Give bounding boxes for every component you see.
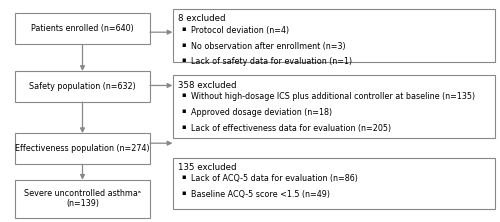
Text: ▪: ▪ (181, 92, 186, 98)
Text: ▪: ▪ (181, 108, 186, 114)
Text: 358 excluded: 358 excluded (178, 81, 237, 90)
Text: Approved dosage deviation (n=18): Approved dosage deviation (n=18) (191, 108, 332, 117)
Text: Protocol deviation (n=4): Protocol deviation (n=4) (191, 26, 289, 35)
Bar (15, 180, 150, 218)
Text: ▪: ▪ (181, 57, 186, 63)
Text: Lack of safety data for evaluation (n=1): Lack of safety data for evaluation (n=1) (191, 57, 352, 67)
Text: Patients enrolled (n=640): Patients enrolled (n=640) (31, 24, 134, 33)
Bar (172, 9, 495, 62)
Text: ▪: ▪ (181, 174, 186, 180)
Text: ▪: ▪ (181, 42, 186, 48)
Text: Baseline ACQ-5 score <1.5 (n=49): Baseline ACQ-5 score <1.5 (n=49) (191, 190, 330, 199)
Text: Without high-dosage ICS plus additional controller at baseline (n=135): Without high-dosage ICS plus additional … (191, 92, 475, 101)
Text: No observation after enrollment (n=3): No observation after enrollment (n=3) (191, 42, 346, 51)
Text: Effectiveness population (n=274): Effectiveness population (n=274) (15, 144, 150, 153)
Text: ▪: ▪ (181, 26, 186, 32)
Text: Lack of ACQ-5 data for evaluation (n=86): Lack of ACQ-5 data for evaluation (n=86) (191, 174, 358, 183)
Text: 135 excluded: 135 excluded (178, 163, 237, 172)
Bar (15, 133, 150, 164)
Text: 8 excluded: 8 excluded (178, 14, 226, 24)
Text: ▪: ▪ (181, 124, 186, 130)
Text: ▪: ▪ (181, 190, 186, 196)
Text: Severe uncontrolled asthmaᵃ
(n=139): Severe uncontrolled asthmaᵃ (n=139) (24, 189, 141, 208)
Bar (172, 75, 495, 138)
Text: Lack of effectiveness data for evaluation (n=205): Lack of effectiveness data for evaluatio… (191, 124, 391, 133)
Bar (15, 71, 150, 102)
Text: Safety population (n=632): Safety population (n=632) (29, 82, 136, 91)
Bar (15, 13, 150, 44)
Bar (172, 158, 495, 209)
